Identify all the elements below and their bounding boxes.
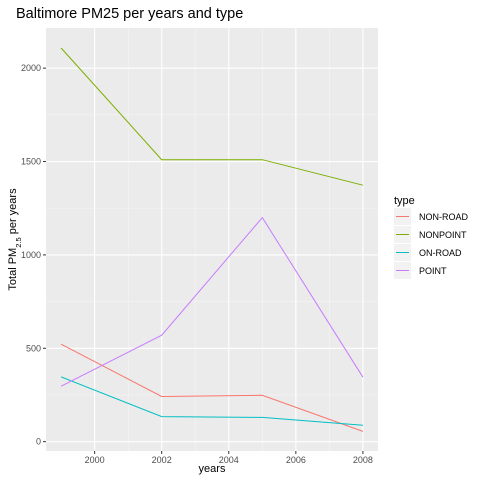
y-tick-label: 1000 [21,250,41,260]
x-tick-label: 2002 [152,455,172,465]
chart-title: Baltimore PM25 per years and type [16,6,243,22]
y-axis-title-suffix: per years [7,188,19,237]
series-line-nonpoint [60,47,364,186]
y-axis: 0 500 1000 1500 2000 [21,63,46,447]
series-line-on-road [60,376,363,426]
legend-label-on-road: ON-ROAD [419,248,462,258]
y-tick-label: 1500 [21,157,41,167]
x-axis-title: years [199,463,226,475]
y-axis-title-subscript: 2.5 [14,237,23,247]
y-axis-title-prefix: Total PM [7,248,19,291]
series-line-point [60,216,364,387]
legend: type NON-ROAD NONPOINT ON-ROAD POINT [394,195,468,279]
y-tick-label: 500 [26,343,41,353]
series-line-non-road [60,343,364,432]
legend-label-point: POINT [419,266,447,276]
x-tick-label: 2000 [85,455,105,465]
legend-title: type [394,195,415,207]
grid [46,28,378,451]
y-axis-title: Total PM2.5 per years [7,188,23,291]
plot-panel [46,28,378,451]
y-tick-label: 2000 [21,63,41,73]
y-tick-label: 0 [36,437,41,447]
legend-label-nonpoint: NONPOINT [419,230,467,240]
x-tick-label: 2004 [219,455,239,465]
x-tick-label: 2008 [353,455,373,465]
series-lines [60,47,364,432]
x-axis: 2000 2002 2004 2006 2008 [85,451,373,465]
legend-label-non-road: NON-ROAD [419,212,468,222]
x-tick-label: 2006 [286,455,306,465]
